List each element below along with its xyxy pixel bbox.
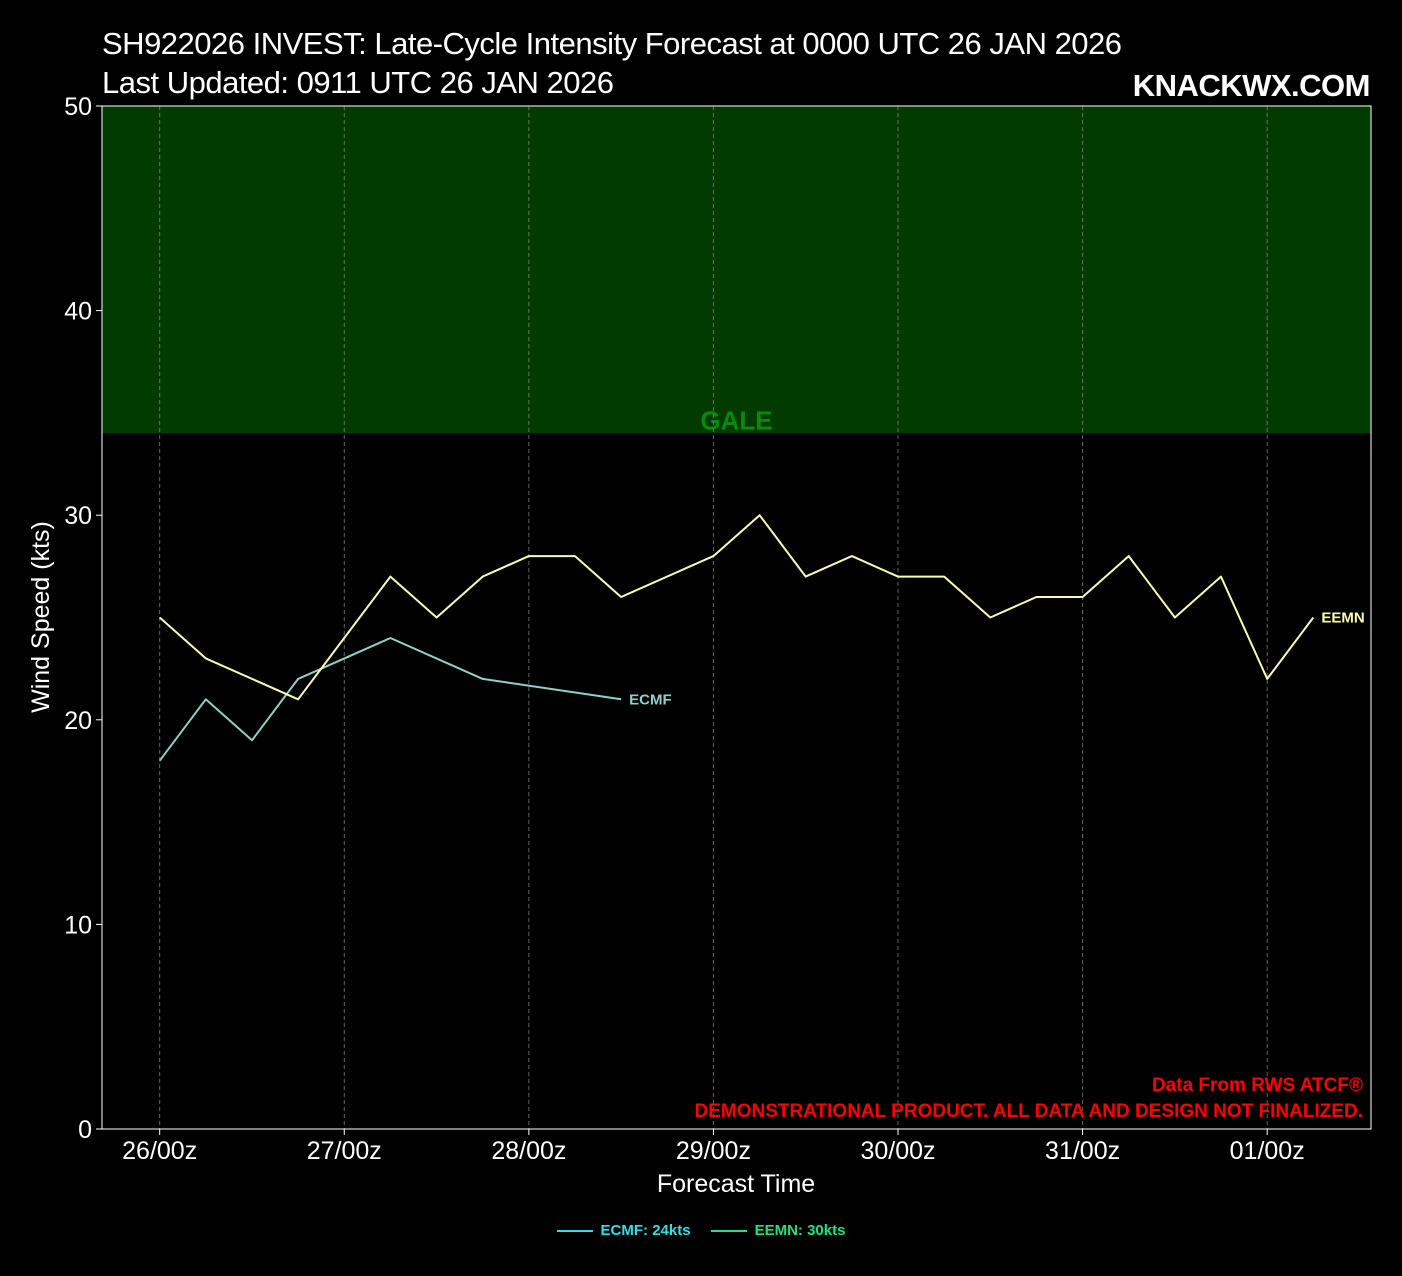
y-tick-label: 50 <box>64 93 92 121</box>
series-line-ecmf <box>158 637 622 762</box>
x-tick-label: 28/00z <box>491 1137 566 1165</box>
gale-band-label: GALE <box>700 405 772 435</box>
series-line-eemn <box>159 514 1315 701</box>
x-tick-label: 29/00z <box>676 1137 751 1165</box>
plot-frame <box>101 105 1372 1130</box>
chart-subtitle: Last Updated: 0911 UTC 26 JAN 2026 <box>102 65 614 100</box>
gale-band <box>102 106 1371 434</box>
legend-item-ecmf: ECMF: 24kts <box>556 1222 691 1239</box>
legend-item-eemn: EEMN: 30kts <box>710 1222 846 1239</box>
footer-source: Data From RWS ATCF® <box>1152 1075 1363 1096</box>
y-axis-label: Wind Speed (kts) <box>27 521 55 713</box>
x-tick-label: 30/00z <box>860 1137 935 1165</box>
grid-layer <box>159 106 1268 1129</box>
x-axis-label: Forecast Time <box>657 1170 815 1198</box>
legend: ECMF: 24kts EEMN: 30kts <box>0 1222 1402 1239</box>
legend-label-eemn: EEMN: 30kts <box>754 1222 846 1239</box>
series-end-label-ecmf: ECMF <box>629 691 672 708</box>
footer-disclaimer: DEMONSTRATIONAL PRODUCT. ALL DATA AND DE… <box>695 1101 1364 1122</box>
x-tick-label: 26/00z <box>122 1137 197 1165</box>
x-tick-label: 27/00z <box>307 1137 382 1165</box>
y-tick-label: 0 <box>78 1116 92 1144</box>
y-tick-label: 10 <box>64 911 92 939</box>
x-tick-label: 31/00z <box>1045 1137 1120 1165</box>
legend-label-ecmf: ECMF: 24kts <box>600 1222 691 1239</box>
gale-band-layer: GALE <box>102 106 1371 435</box>
y-tick-label: 20 <box>64 707 92 735</box>
y-tick-label: 40 <box>64 298 92 326</box>
series-layer: ECMF EEMN <box>158 514 1365 762</box>
y-tick-label: 30 <box>64 502 92 530</box>
series-end-label-eemn: EEMN <box>1321 610 1364 627</box>
x-tick-label: 01/00z <box>1230 1137 1305 1165</box>
axis-layer: 0 10 20 30 40 50 26/00z 27/00z 28/00z 29/00z 30/00… <box>64 93 1372 1165</box>
chart-title: SH922026 INVEST: Late-Cycle Intensity Fo… <box>102 26 1122 61</box>
legend-swatch-eemn <box>710 1229 747 1232</box>
legend-swatch-ecmf <box>556 1229 593 1232</box>
brand-logo-text: KNACKWX.COM <box>1132 68 1371 103</box>
